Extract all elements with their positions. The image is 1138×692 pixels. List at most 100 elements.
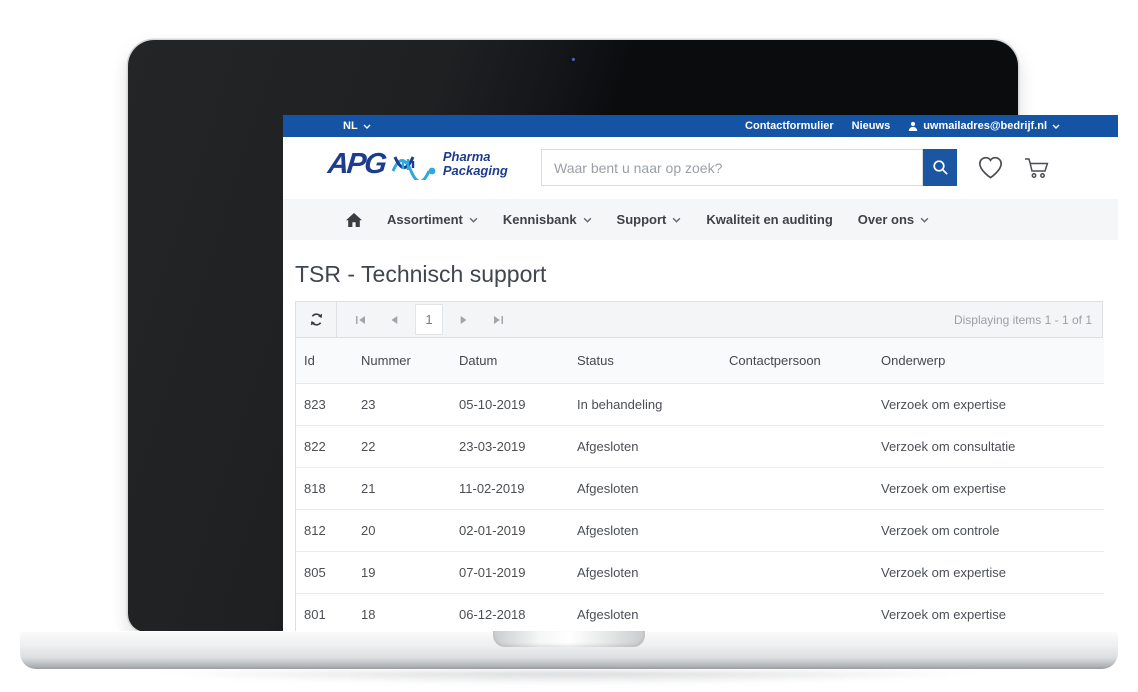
cell-datum: 06-12-2018	[451, 593, 569, 636]
pager-first-button[interactable]	[343, 302, 377, 337]
cell-onderwerp: Verzoek om expertise	[873, 467, 1104, 510]
cell-id: 812	[296, 509, 353, 552]
heart-icon	[978, 156, 1003, 179]
language-label: NL	[343, 120, 358, 132]
cell-nummer: 23	[353, 383, 451, 426]
column-header-datum[interactable]: Datum	[451, 338, 569, 384]
cell-nummer: 18	[353, 593, 451, 636]
table-row[interactable]: 805 19 07-01-2019 Afgesloten Verzoek om …	[296, 551, 1104, 594]
page-title: TSR - Technisch support	[295, 261, 547, 287]
pager-next-button[interactable]	[447, 302, 481, 337]
wishlist-button[interactable]	[977, 155, 1004, 183]
seek-first-icon	[355, 315, 365, 324]
nav-home[interactable]	[346, 212, 362, 227]
toolbar-separator	[336, 302, 337, 337]
cell-contactpersoon	[721, 593, 873, 636]
logo-acronym: APG	[326, 147, 387, 180]
nav-label: Kwaliteit en auditing	[706, 212, 833, 227]
account-email: uwmailadres@bedrijf.nl	[923, 120, 1047, 132]
webcam-icon	[569, 55, 577, 63]
nav-kwaliteit-en-auditing[interactable]: Kwaliteit en auditing	[706, 212, 832, 227]
cell-onderwerp: Verzoek om expertise	[873, 551, 1104, 594]
search-box	[541, 149, 923, 186]
cart-button[interactable]	[1023, 155, 1051, 183]
nav-support[interactable]: Support	[617, 212, 682, 227]
cell-onderwerp: Verzoek om controle	[873, 509, 1104, 552]
cell-id: 822	[296, 425, 353, 468]
logo-brand-line2: Packaging	[442, 163, 508, 178]
nav-over-ons[interactable]: Over ons	[858, 212, 929, 227]
nav-label: Assortiment	[387, 212, 463, 227]
seek-last-icon	[493, 315, 503, 324]
cell-id: 823	[296, 383, 353, 426]
cell-contactpersoon	[721, 425, 873, 468]
laptop-bezel: NL Contactformulier Nieuws uwmailadres@b…	[128, 40, 1118, 638]
account-menu[interactable]: uwmailadres@bedrijf.nl	[908, 120, 1060, 132]
logo-brand-text: Pharma Packaging	[443, 150, 508, 178]
shopping-cart-icon	[1025, 158, 1049, 178]
laptop-lid-notch	[493, 631, 645, 647]
cell-status: In behandeling	[569, 383, 721, 426]
table-row[interactable]: 801 18 06-12-2018 Afgesloten Verzoek om …	[296, 593, 1104, 636]
tickets-table: Id Nummer Datum Status Contactpersoon On…	[296, 338, 1104, 636]
cell-nummer: 19	[353, 551, 451, 594]
utility-topbar: NL Contactformulier Nieuws uwmailadres@b…	[283, 115, 1118, 137]
chevron-down-icon	[920, 217, 929, 223]
cell-datum: 02-01-2019	[451, 509, 569, 552]
cell-contactpersoon	[721, 551, 873, 594]
cell-onderwerp: Verzoek om consultatie	[873, 425, 1104, 468]
tsr-grid: 1 Displaying items 1 - 1 of 1	[295, 301, 1104, 636]
cell-contactpersoon	[721, 467, 873, 510]
pager-last-button[interactable]	[481, 302, 515, 337]
company-logo[interactable]: APG Pharma Packaging	[326, 147, 508, 180]
browser-viewport: NL Contactformulier Nieuws uwmailadres@b…	[283, 115, 1118, 638]
cell-id: 818	[296, 467, 353, 510]
chevron-down-icon	[469, 217, 478, 223]
table-row[interactable]: 818 21 11-02-2019 Afgesloten Verzoek om …	[296, 467, 1104, 510]
cell-status: Afgesloten	[569, 467, 721, 510]
home-icon	[346, 212, 362, 227]
cell-status: Afgesloten	[569, 509, 721, 552]
table-row[interactable]: 812 20 02-01-2019 Afgesloten Verzoek om …	[296, 509, 1104, 552]
column-header-contactpersoon[interactable]: Contactpersoon	[721, 338, 873, 384]
arrow-right-icon	[460, 315, 467, 324]
nav-assortiment[interactable]: Assortiment	[387, 212, 478, 227]
arrow-left-icon	[391, 315, 398, 324]
site-header: APG Pharma Packaging	[283, 137, 1118, 199]
refresh-icon	[310, 313, 322, 326]
cell-nummer: 21	[353, 467, 451, 510]
chevron-down-icon	[363, 124, 371, 129]
nav-label: Kennisbank	[502, 212, 577, 227]
table-row[interactable]: 822 22 23-03-2019 Afgesloten Verzoek om …	[296, 425, 1104, 468]
column-header-status[interactable]: Status	[569, 338, 721, 384]
nav-label: Over ons	[857, 212, 915, 227]
dna-helix-icon	[391, 156, 436, 180]
cell-status: Afgesloten	[569, 551, 721, 594]
language-selector[interactable]: NL	[343, 120, 371, 132]
cell-datum: 05-10-2019	[451, 383, 569, 426]
cell-id: 805	[296, 551, 353, 594]
page-content: TSR - Technisch support	[283, 261, 1118, 636]
news-link[interactable]: Nieuws	[851, 120, 891, 132]
column-header-id[interactable]: Id	[296, 338, 353, 384]
nav-kennisbank[interactable]: Kennisbank	[503, 212, 592, 227]
search-input[interactable]	[542, 159, 922, 176]
refresh-button[interactable]	[296, 302, 336, 337]
table-header-row: Id Nummer Datum Status Contactpersoon On…	[296, 338, 1104, 384]
pager-prev-button[interactable]	[377, 302, 411, 337]
cell-id: 801	[296, 593, 353, 636]
table-row[interactable]: 823 23 05-10-2019 In behandeling Verzoek…	[296, 383, 1104, 426]
cell-onderwerp: Verzoek om expertise	[873, 383, 1104, 426]
cell-nummer: 22	[353, 425, 451, 468]
nav-label: Support	[616, 212, 667, 227]
cell-onderwerp: Verzoek om expertise	[873, 593, 1104, 636]
search-button[interactable]	[923, 149, 957, 186]
chevron-down-icon	[1052, 124, 1060, 129]
column-header-nummer[interactable]: Nummer	[353, 338, 451, 384]
laptop-reflection	[60, 671, 1078, 689]
pager-page-1[interactable]: 1	[415, 304, 443, 335]
column-header-onderwerp[interactable]: Onderwerp	[873, 338, 1104, 384]
contact-form-link[interactable]: Contactformulier	[745, 120, 834, 132]
cell-datum: 11-02-2019	[451, 467, 569, 510]
